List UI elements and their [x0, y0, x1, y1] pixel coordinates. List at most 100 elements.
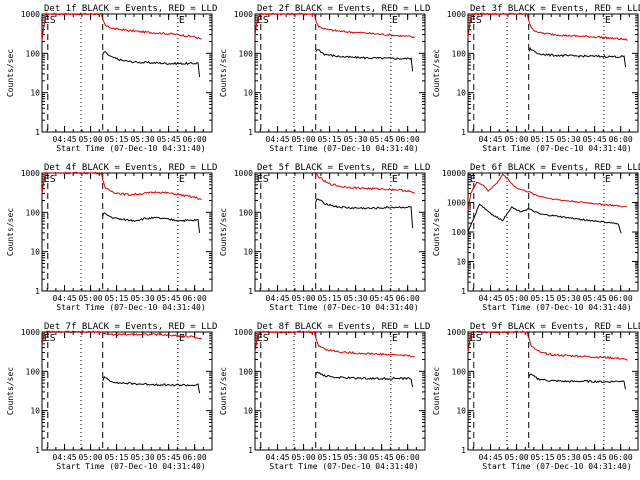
y-tick-label: 100	[239, 49, 254, 58]
lld-series-line	[467, 330, 628, 361]
x-tick-label: 05:15	[105, 135, 129, 144]
event-marker-label: E	[179, 174, 185, 185]
panel-det-5: Det 5f BLACK = Events, RED = LLD 1 10 100 10…	[219, 163, 430, 312]
y-tick-label: 10	[30, 407, 40, 416]
x-tick-label: 06:00	[396, 294, 420, 303]
x-tick-label: 04:45	[266, 135, 290, 144]
x-tick-label: 05:30	[131, 294, 155, 303]
lld-series-line	[41, 171, 202, 201]
y-tick-label: 10	[30, 248, 40, 257]
panel-title: Det 7f BLACK = Events, RED = LLD	[44, 322, 217, 332]
x-axis-label: Start Time (07-Dec-10 04:31:40)	[56, 144, 205, 153]
x-tick-label: 05:45	[157, 453, 181, 462]
y-axis-label: Counts/sec	[219, 208, 228, 256]
y-tick-label: 1000	[21, 10, 40, 19]
lld-series-line	[467, 173, 628, 210]
lld-series-line	[254, 12, 415, 39]
y-tick-label: 10000	[442, 169, 466, 178]
panel-det-1: Det 1f BLACK = Events, RED = LLD 1 10 100 10…	[6, 4, 217, 153]
panel-title: Det 5f BLACK = Events, RED = LLD	[257, 163, 430, 173]
x-tick-label: 06:00	[183, 135, 207, 144]
x-tick-label: 04:45	[479, 135, 503, 144]
x-tick-label: 05:45	[370, 453, 394, 462]
y-axis-label: Counts/sec	[219, 49, 228, 97]
event-marker-label: ES	[44, 174, 56, 185]
events-series-line	[102, 212, 201, 233]
x-tick-label: 05:00	[505, 135, 529, 144]
panel-det-7: Det 7f BLACK = Events, RED = LLD 1 10 100 10…	[6, 322, 217, 471]
x-tick-label: 06:00	[183, 453, 207, 462]
x-axis-label: Start Time (07-Dec-10 04:31:40)	[269, 144, 418, 153]
x-tick-label: 05:30	[131, 135, 155, 144]
x-tick-label: 05:15	[531, 453, 555, 462]
x-tick-label: 04:45	[479, 453, 503, 462]
panel-det-6: Det 6f BLACK = Events, RED = LLD 1 10 100 10…	[432, 163, 640, 312]
x-tick-label: 05:15	[105, 453, 129, 462]
y-tick-label: 100	[239, 208, 254, 217]
events-series-line	[528, 46, 627, 68]
lld-series-line	[467, 12, 628, 41]
y-tick-label: 10	[456, 407, 466, 416]
panel-title: Det 3f BLACK = Events, RED = LLD	[470, 4, 640, 14]
y-tick-label: 1000	[447, 10, 466, 19]
y-tick-label: 1	[248, 128, 253, 137]
y-tick-label: 100	[452, 49, 467, 58]
y-tick-label: 10	[456, 89, 466, 98]
x-tick-label: 05:30	[131, 453, 155, 462]
y-tick-label: 1	[248, 446, 253, 455]
x-tick-label: 05:00	[79, 135, 103, 144]
y-tick-label: 1	[461, 128, 466, 137]
panel-det-8: Det 8f BLACK = Events, RED = LLD 1 10 100 10…	[219, 322, 430, 471]
panel-det-2: Det 2f BLACK = Events, RED = LLD 1 10 100 10…	[219, 4, 430, 153]
x-tick-label: 06:00	[609, 453, 633, 462]
y-tick-label: 1000	[21, 169, 40, 178]
y-tick-label: 1	[35, 446, 40, 455]
events-series-line	[315, 198, 414, 229]
lld-series-line	[315, 172, 415, 194]
y-tick-label: 1000	[447, 199, 466, 208]
y-tick-label: 1000	[234, 169, 253, 178]
y-tick-label: 1000	[447, 328, 466, 337]
event-marker-label: ES	[257, 15, 269, 26]
x-tick-label: 06:00	[609, 294, 633, 303]
x-tick-label: 05:45	[370, 294, 394, 303]
x-tick-label: 05:15	[318, 453, 342, 462]
plot-frame	[254, 172, 426, 292]
x-tick-label: 05:30	[344, 135, 368, 144]
y-axis-label: Counts/sec	[6, 367, 15, 415]
event-marker-label: ES	[44, 333, 56, 344]
panel-det-4: Det 4f BLACK = Events, RED = LLD 1 10 100 10…	[6, 163, 217, 312]
event-marker-label: ES	[257, 333, 269, 344]
x-tick-label: 05:30	[557, 294, 581, 303]
x-tick-label: 05:30	[557, 453, 581, 462]
x-tick-label: 04:45	[266, 453, 290, 462]
x-tick-label: 05:45	[157, 135, 181, 144]
x-tick-label: 04:45	[53, 294, 77, 303]
events-series-line	[467, 203, 622, 234]
event-marker-label: ES	[470, 15, 482, 26]
event-marker-label: ES	[470, 333, 482, 344]
y-tick-label: 100	[26, 367, 41, 376]
y-tick-label: 10	[456, 258, 466, 267]
y-tick-label: 100	[26, 49, 41, 58]
x-tick-label: 05:30	[344, 453, 368, 462]
y-tick-label: 1	[35, 128, 40, 137]
y-tick-label: 100	[239, 367, 254, 376]
lld-series-line	[41, 330, 202, 345]
y-axis-label: Counts/sec	[6, 49, 15, 97]
y-axis-label: Counts/sec	[219, 367, 228, 415]
events-series-line	[102, 375, 201, 394]
x-tick-label: 05:15	[531, 135, 555, 144]
y-tick-label: 100	[26, 208, 41, 217]
event-marker-label: ES	[257, 174, 269, 185]
x-tick-label: 05:45	[370, 135, 394, 144]
lld-series-line	[254, 330, 415, 358]
x-tick-label: 06:00	[396, 135, 420, 144]
panel-title: Det 8f BLACK = Events, RED = LLD	[257, 322, 430, 332]
y-tick-label: 10	[243, 89, 253, 98]
x-axis-label: Start Time (07-Dec-10 04:31:40)	[482, 462, 631, 471]
x-tick-label: 04:45	[53, 135, 77, 144]
y-tick-label: 10	[243, 407, 253, 416]
y-tick-label: 1	[461, 446, 466, 455]
x-tick-label: 05:00	[292, 453, 316, 462]
